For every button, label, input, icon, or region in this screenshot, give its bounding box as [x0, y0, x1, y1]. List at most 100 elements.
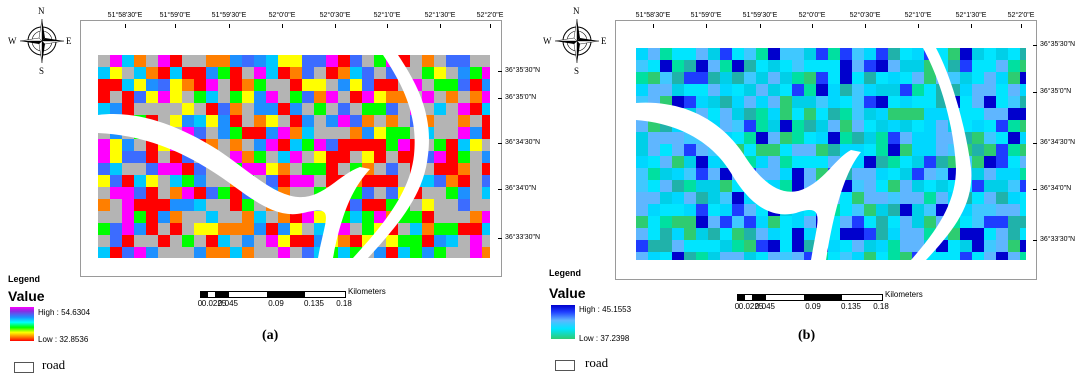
raster-cell	[648, 60, 660, 72]
raster-cell	[1008, 192, 1020, 204]
raster-cell	[780, 60, 792, 72]
latitude-tick-label: 36°34'30"N	[505, 139, 541, 146]
raster-cell	[852, 72, 864, 84]
raster-cell	[134, 211, 146, 223]
raster-cell	[672, 168, 684, 180]
raster-cell	[482, 163, 490, 175]
raster-cell	[924, 96, 936, 108]
raster-cell	[302, 91, 314, 103]
raster-cell	[840, 60, 852, 72]
raster-cell	[194, 211, 206, 223]
longitude-tick-label: 52°1'30"E	[955, 12, 987, 19]
raster-cell	[732, 192, 744, 204]
raster-cell	[828, 48, 840, 60]
raster-cell	[972, 240, 984, 252]
raster-cell	[876, 180, 888, 192]
raster-cell	[146, 151, 158, 163]
raster-cell	[110, 211, 122, 223]
raster-cell	[816, 60, 828, 72]
raster-cell	[876, 84, 888, 96]
raster-cell	[470, 151, 482, 163]
raster-cell	[362, 151, 374, 163]
raster-cell	[482, 55, 490, 67]
raster-cell	[122, 223, 134, 235]
raster-cell	[876, 168, 888, 180]
raster-cell	[696, 84, 708, 96]
raster-cell	[350, 103, 362, 115]
raster-cell	[864, 84, 876, 96]
raster-cell	[708, 96, 720, 108]
raster-cell	[876, 216, 888, 228]
raster-cell	[290, 175, 302, 187]
raster-cell	[828, 84, 840, 96]
raster-cell	[158, 67, 170, 79]
scale-bar	[200, 291, 346, 298]
raster-cell	[912, 132, 924, 144]
raster-cell	[422, 211, 434, 223]
legend-color-ramp	[551, 305, 575, 339]
raster-cell	[936, 132, 948, 144]
raster-cell	[302, 55, 314, 67]
raster-cell	[242, 235, 254, 247]
raster-cell	[636, 204, 648, 216]
raster-cell	[446, 103, 458, 115]
raster-cell	[254, 103, 266, 115]
compass-w: W	[8, 36, 17, 46]
raster-cell	[1008, 72, 1020, 84]
raster-cell	[660, 84, 672, 96]
raster-cell	[374, 199, 386, 211]
raster-cell	[708, 108, 720, 120]
raster-cell	[912, 192, 924, 204]
raster-cell	[98, 187, 110, 199]
raster-cell	[446, 223, 458, 235]
raster-cell	[338, 235, 350, 247]
raster-cell	[482, 199, 490, 211]
raster-cell	[648, 252, 660, 260]
raster-cell	[182, 211, 194, 223]
raster-cell	[350, 79, 362, 91]
scale-tick-label: 0.045	[217, 299, 239, 308]
raster-cell	[410, 247, 422, 258]
raster-cell	[672, 72, 684, 84]
raster-cell	[936, 156, 948, 168]
raster-cell	[422, 235, 434, 247]
raster-cell	[972, 156, 984, 168]
raster-cell	[302, 235, 314, 247]
raster-cell	[876, 156, 888, 168]
raster-cell	[732, 216, 744, 228]
raster-cell	[888, 72, 900, 84]
raster-cell	[218, 127, 230, 139]
raster-cell	[984, 120, 996, 132]
legend-road-label: road	[42, 357, 66, 372]
raster-cell	[158, 223, 170, 235]
raster-cell	[648, 84, 660, 96]
raster-cell	[182, 91, 194, 103]
raster-cell	[386, 247, 398, 258]
raster-cell	[648, 156, 660, 168]
raster-cell	[218, 139, 230, 151]
raster-cell	[314, 103, 326, 115]
raster-cell	[386, 115, 398, 127]
raster-cell	[876, 204, 888, 216]
raster-cell	[386, 175, 398, 187]
raster-cell	[636, 192, 648, 204]
raster-cell	[446, 79, 458, 91]
raster-cell	[182, 187, 194, 199]
raster-cell	[278, 127, 290, 139]
raster-cell	[302, 223, 314, 235]
raster-cell	[266, 247, 278, 258]
raster-cell	[158, 91, 170, 103]
raster-cell	[744, 84, 756, 96]
raster-cell	[386, 91, 398, 103]
raster-cell	[362, 115, 374, 127]
raster-cell	[266, 103, 278, 115]
raster-cell	[98, 67, 110, 79]
raster-cell	[422, 91, 434, 103]
raster-cell	[374, 211, 386, 223]
raster-cell	[230, 223, 242, 235]
raster-cell	[314, 175, 326, 187]
raster-cell	[912, 72, 924, 84]
raster-cell	[110, 187, 122, 199]
raster-cell	[470, 175, 482, 187]
raster-cell	[732, 120, 744, 132]
